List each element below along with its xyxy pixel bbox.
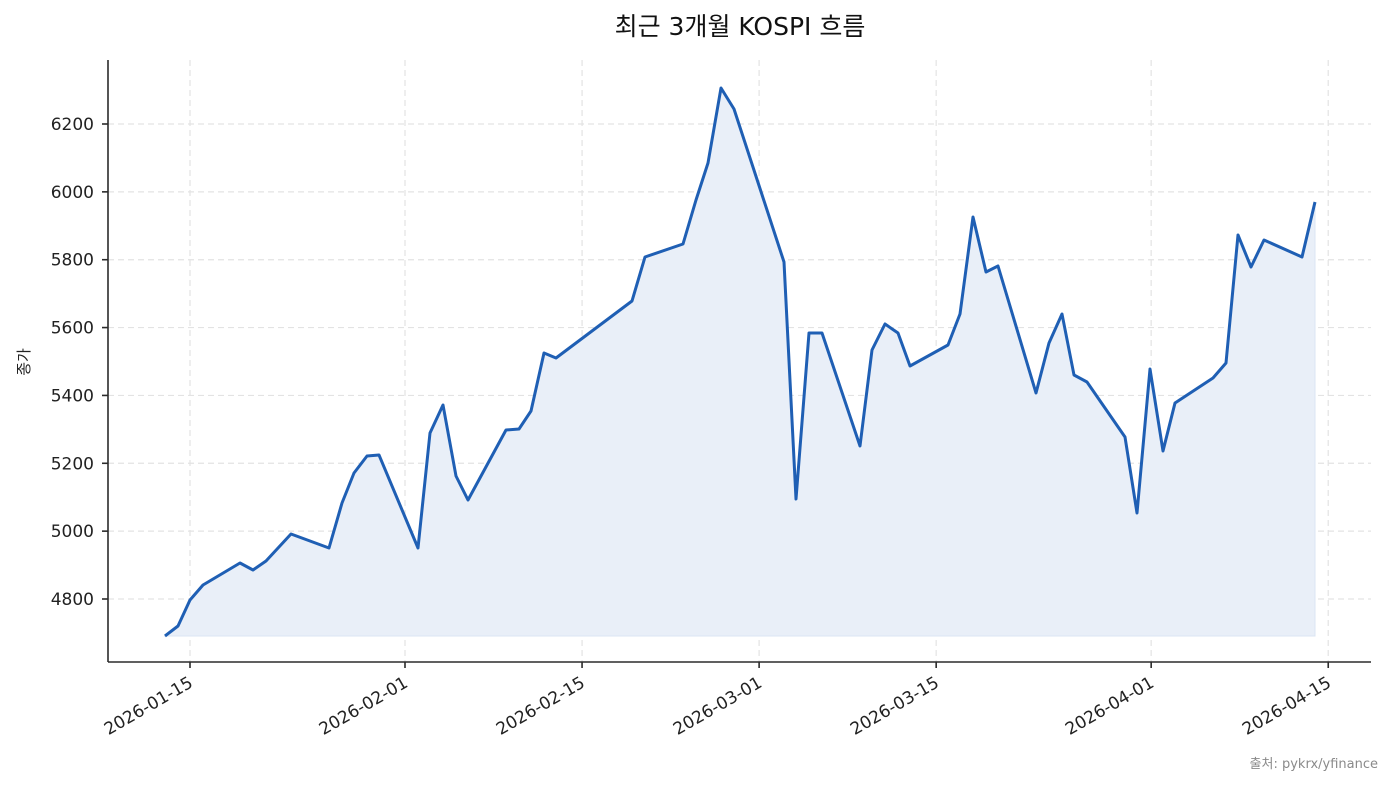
x-tick-label: 2026-03-01: [670, 673, 766, 740]
y-axis-ticks: 4800 5000 5200 5400 5600 5800 6000 6200: [51, 115, 108, 610]
area-fill: [163, 86, 1316, 637]
kospi-close-line: [164, 86, 1317, 638]
source-note: 출처: pykrx/yfinance: [1250, 757, 1378, 772]
x-tick-label: 2026-04-01: [1062, 673, 1158, 740]
x-axis-ticks: 2026-01-15 2026-02-01 2026-02-15 2026-03-01…: [101, 662, 1335, 740]
y-tick-label: 5200: [51, 454, 94, 474]
x-tick-label: 2026-04-15: [1239, 673, 1335, 740]
y-tick-label: 5400: [51, 386, 94, 406]
y-tick-label: 5800: [51, 251, 94, 271]
y-axis-label: 종가: [15, 348, 33, 376]
y-tick-label: 5600: [51, 319, 94, 339]
y-tick-label: 4800: [51, 590, 94, 610]
y-tick-label: 5000: [51, 522, 94, 542]
chart-title: 최근 3개월 KOSPI 흐름: [615, 12, 866, 41]
y-tick-label: 6200: [51, 115, 94, 135]
y-tick-label: 6000: [51, 183, 94, 203]
x-tick-label: 2026-01-15: [101, 673, 197, 740]
x-tick-label: 2026-02-01: [316, 673, 412, 740]
x-tick-label: 2026-02-15: [493, 673, 589, 740]
x-tick-label: 2026-03-15: [847, 673, 943, 740]
